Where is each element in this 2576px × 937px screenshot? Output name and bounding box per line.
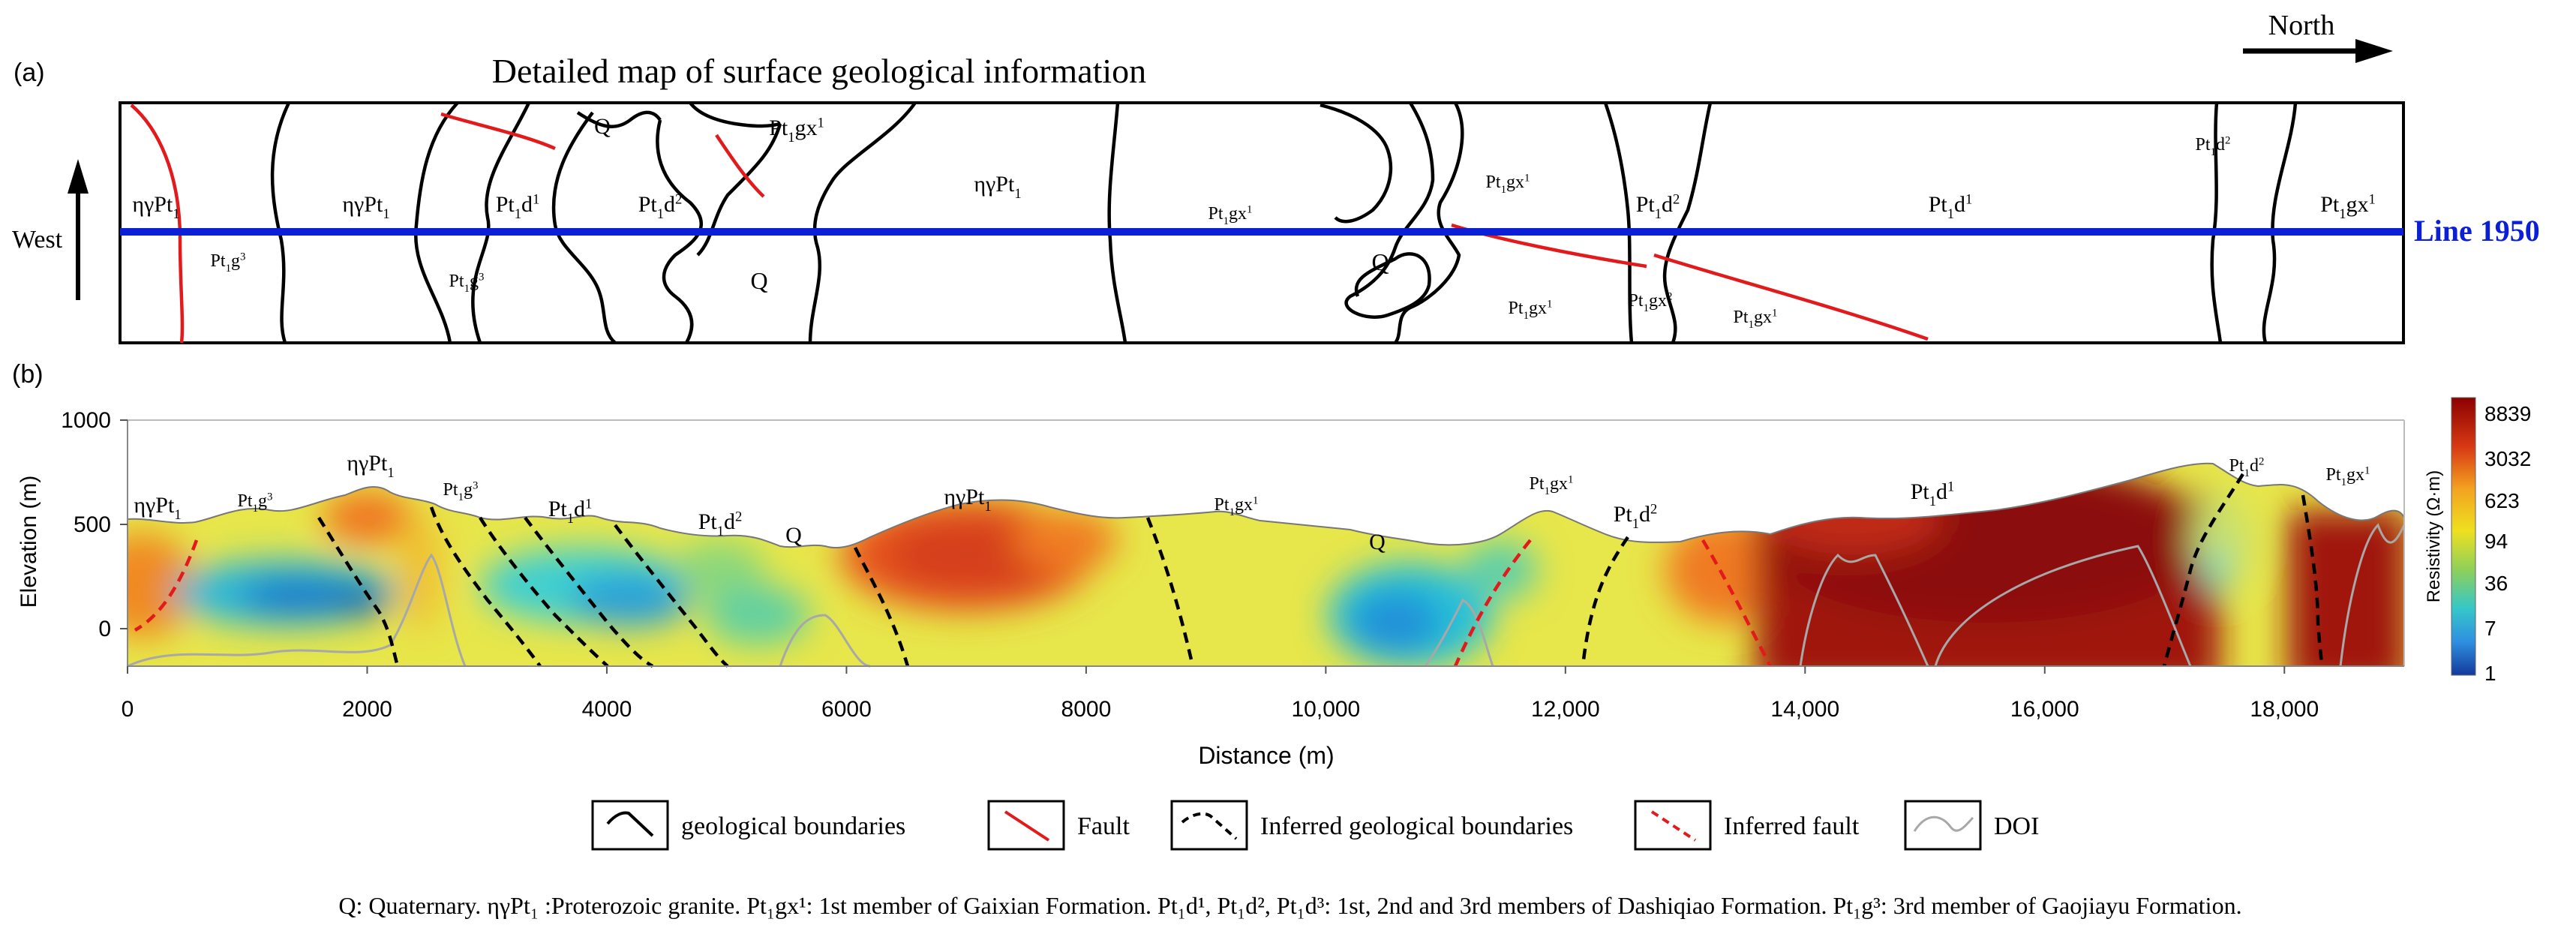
- legend-label: Inferred fault: [1724, 812, 1860, 840]
- map-unit-label: Pt1g3: [211, 251, 246, 275]
- solid-black-line-icon: [606, 811, 654, 837]
- panel-a-title: Detailed map of surface geological infor…: [492, 52, 1146, 90]
- y-tick-label: 500: [74, 512, 111, 537]
- x-tick-label: 0: [122, 697, 134, 722]
- map-unit-label: Q: [750, 267, 767, 294]
- colorbar-tick-label: 1: [2484, 662, 2496, 685]
- map-unit-label: ηγPt1: [974, 172, 1021, 202]
- dashed-black-line-icon: [1181, 812, 1238, 840]
- panel-b-label: (b): [12, 360, 44, 389]
- section-unit-label: ηγPt1: [347, 451, 394, 481]
- y-tick-label: 1000: [61, 408, 111, 433]
- map-unit-label: ηγPt1: [132, 192, 179, 222]
- map-frame: [119, 101, 2405, 344]
- map-unit-label: Pt1gx1: [1734, 308, 1778, 332]
- caption: Q: Quaternary. ηγPt₁ :Proterozoic granit…: [338, 892, 2241, 919]
- legend-item: Inferred fault: [1634, 800, 1860, 851]
- map-unit-label: Pt1d2: [2196, 135, 2231, 159]
- north-arrow-icon: [2243, 39, 2393, 63]
- colorbar-tick-label: 3032: [2484, 447, 2531, 470]
- colorbar-tick-label: 94: [2484, 530, 2508, 553]
- colorbar-ticks: 8839 3032 623 94 36 7 1: [2484, 402, 2531, 685]
- section-unit-label: Pt1gx1: [1214, 495, 1259, 519]
- x-tick-label: 10,000: [1291, 697, 1360, 722]
- section-unit-label: ηγPt1: [134, 493, 181, 523]
- section-unit-label: Pt1d2: [2229, 456, 2265, 480]
- x-tick-label: 14,000: [1770, 697, 1839, 722]
- map-unit-label: Pt1d1: [1929, 192, 1973, 223]
- legend-label: Inferred geological boundaries: [1260, 812, 1573, 840]
- y-axis-label: Elevation (m): [17, 476, 41, 608]
- colorbar-tick-label: 623: [2484, 489, 2520, 512]
- section-unit-label: ηγPt1: [944, 485, 991, 515]
- section-inferred-faults: [134, 539, 1772, 668]
- section-unit-label: Pt1g3: [238, 491, 273, 515]
- survey-line-label: Line 1950: [2414, 214, 2540, 248]
- legend-label: geological boundaries: [681, 812, 905, 840]
- map-unit-label: Pt1d1: [496, 192, 540, 223]
- topography-line: [127, 462, 2405, 549]
- map-unit-label: ηγPt1: [342, 192, 389, 222]
- y-tick-label: 0: [98, 617, 111, 641]
- x-axis-ticks: 0 2000 4000 6000 8000 10,000 12,000 14,000 16,00…: [122, 666, 2319, 722]
- dashed-red-line-icon: [1650, 810, 1697, 842]
- legend-label: DOI: [1994, 812, 2039, 840]
- map-unit-label: Pt1d2: [1636, 192, 1680, 223]
- y-axis-ticks: 1000 500 0: [61, 408, 128, 641]
- section-unit-label: Pt1g3: [443, 480, 479, 504]
- solid-red-line-icon: [1004, 810, 1050, 842]
- x-tick-label: 2000: [342, 697, 392, 722]
- section-unit-label: Pt1d1: [1911, 479, 1955, 510]
- doi-curve: [127, 523, 2406, 668]
- section-unit-label: Pt1gx1: [2326, 465, 2370, 489]
- map-unit-label: Pt1gx1: [769, 116, 824, 146]
- section-unit-label: Pt1d1: [548, 497, 593, 527]
- section-unit-label: Q: [1369, 530, 1386, 554]
- x-tick-label: 4000: [582, 697, 632, 722]
- map-geological-boundaries: [270, 101, 2298, 344]
- section-unit-label: Q: [785, 523, 802, 548]
- colorbar: [2451, 397, 2476, 676]
- map-unit-label: Pt1g3: [449, 272, 485, 296]
- map-unit-label: Pt1d2: [638, 192, 683, 223]
- grey-curve-icon: [1913, 815, 1974, 832]
- section-unit-label: Pt1d2: [698, 509, 743, 540]
- x-tick-label: 12,000: [1531, 697, 1600, 722]
- colorbar-title: Resistivity (Ω·m): [2424, 470, 2444, 603]
- legend-item: Fault: [987, 800, 1130, 851]
- map-unit-label: Pt1gx1: [1208, 204, 1253, 228]
- x-tick-label: 16,000: [2010, 697, 2079, 722]
- map-unit-label: Q: [1371, 248, 1389, 275]
- map-unit-label: Q: [594, 114, 611, 139]
- legend-item: geological boundaries: [591, 800, 905, 851]
- x-tick-label: 18,000: [2250, 697, 2319, 722]
- legend-item: DOI: [1904, 800, 2039, 851]
- map-unit-label: Pt1gx2: [1629, 291, 1673, 315]
- legend-item: Inferred geological boundaries: [1170, 800, 1573, 851]
- map-unit-label: Pt1gx1: [1486, 173, 1530, 197]
- colorbar-tick-label: 8839: [2484, 402, 2531, 425]
- x-axis-label: Distance (m): [1198, 742, 1334, 769]
- x-tick-label: 8000: [1061, 697, 1112, 722]
- west-label: West: [12, 226, 63, 254]
- west-arrow-icon: [68, 159, 89, 300]
- legend: geological boundaries Fault Inferred geolo…: [591, 800, 2039, 851]
- section-inferred-boundaries: [317, 473, 2324, 668]
- map-unit-label: Pt1gx1: [1509, 299, 1553, 323]
- section-unit-label: Pt1gx1: [1530, 474, 1574, 498]
- section-unit-label: Pt1d2: [1614, 502, 1658, 533]
- north-label: North: [2268, 10, 2335, 41]
- colorbar-tick-label: 7: [2484, 617, 2496, 640]
- panel-a-label: (a): [14, 59, 45, 87]
- map-unit-label: Pt1gx1: [2320, 192, 2376, 223]
- map-unit-labels: ηγPt1 ηγPt1 Pt1d1 Pt1d2 Q Pt1gx1 ηγPt1 Pt1gx1 Pt…: [132, 114, 2375, 331]
- x-tick-label: 6000: [821, 697, 872, 722]
- legend-label: Fault: [1077, 812, 1130, 840]
- colorbar-tick-label: 36: [2484, 572, 2508, 595]
